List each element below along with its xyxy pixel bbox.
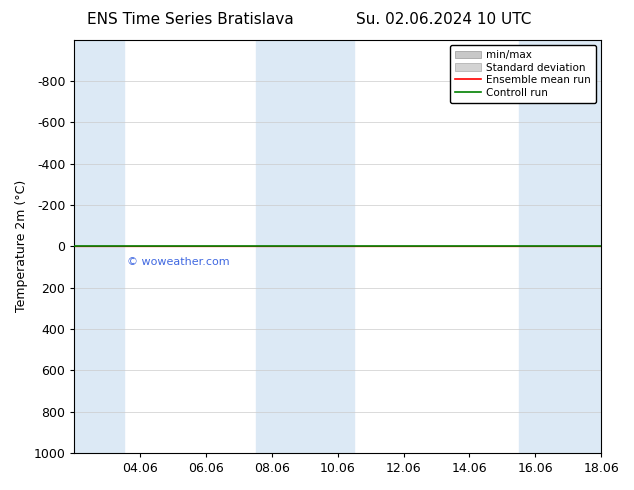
Bar [74, 40, 124, 453]
Bar [256, 40, 354, 453]
Bar [519, 40, 601, 453]
Text: ENS Time Series Bratislava: ENS Time Series Bratislava [87, 12, 294, 27]
Y-axis label: Temperature 2m (°C): Temperature 2m (°C) [15, 180, 28, 312]
Text: © woweather.com: © woweather.com [127, 257, 230, 267]
Legend: min/max, Standard deviation, Ensemble mean run, Controll run: min/max, Standard deviation, Ensemble me… [450, 45, 596, 103]
Text: Su. 02.06.2024 10 UTC: Su. 02.06.2024 10 UTC [356, 12, 531, 27]
